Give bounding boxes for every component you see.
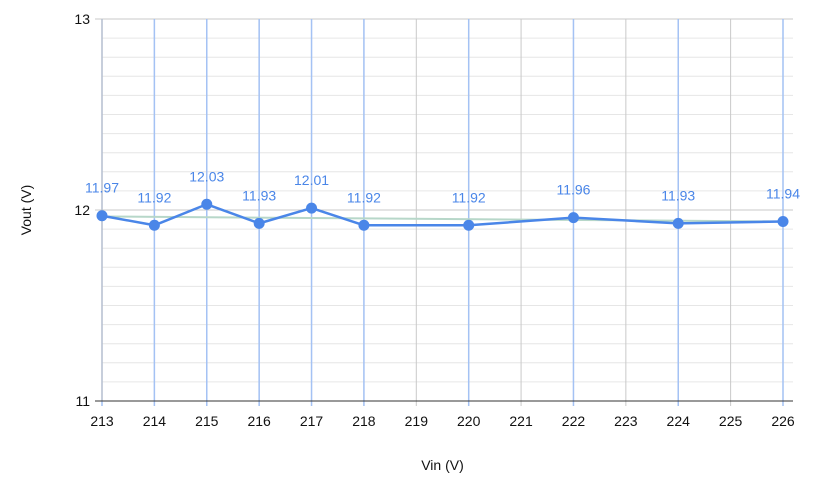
y-tick-label: 13 bbox=[74, 11, 90, 27]
data-point[interactable] bbox=[201, 198, 213, 210]
data-label: 12.03 bbox=[189, 168, 224, 184]
data-point[interactable] bbox=[358, 219, 370, 231]
x-tick-label: 224 bbox=[667, 413, 691, 429]
x-tick-label: 216 bbox=[247, 413, 271, 429]
x-tick-label: 218 bbox=[352, 413, 376, 429]
data-point[interactable] bbox=[463, 219, 475, 231]
x-tick-label: 223 bbox=[614, 413, 638, 429]
x-tick-label: 225 bbox=[719, 413, 743, 429]
data-point[interactable] bbox=[567, 212, 579, 224]
y-axis-title: Vout (V) bbox=[18, 185, 34, 236]
x-tick-label: 219 bbox=[405, 413, 429, 429]
x-tick-label: 215 bbox=[195, 413, 219, 429]
data-label: 11.92 bbox=[137, 189, 171, 205]
data-label: 11.96 bbox=[556, 182, 590, 198]
data-point[interactable] bbox=[672, 217, 684, 229]
y-tick-label: 11 bbox=[75, 393, 90, 409]
x-tick-label: 213 bbox=[90, 413, 114, 429]
data-label: 11.93 bbox=[242, 187, 276, 203]
data-point[interactable] bbox=[148, 219, 160, 231]
x-tick-label: 222 bbox=[562, 413, 586, 429]
trend-line bbox=[101, 215, 784, 223]
data-label: 11.97 bbox=[85, 180, 119, 196]
data-labels: 11.97 11.92 12.03 11.93 12.01 11.92 11.92 11.96… bbox=[85, 168, 800, 205]
y-tick-labels: 11 12 13 bbox=[74, 11, 90, 409]
data-label: 12.01 bbox=[294, 172, 329, 188]
data-point[interactable] bbox=[96, 210, 108, 222]
data-point[interactable] bbox=[777, 215, 789, 227]
data-label: 11.92 bbox=[347, 189, 381, 205]
x-tick-labels: 213 214 215 216 217 218 219 220 221 222 223 224 225 2… bbox=[90, 413, 795, 429]
data-points bbox=[96, 198, 789, 231]
x-tick-label: 221 bbox=[509, 413, 533, 429]
x-axis-title: Vin (V) bbox=[421, 457, 464, 473]
x-tick-label: 220 bbox=[457, 413, 481, 429]
x-tick-label: 217 bbox=[300, 413, 324, 429]
x-tick-label: 226 bbox=[771, 413, 795, 429]
series-line bbox=[101, 203, 784, 227]
y-tick-label: 12 bbox=[74, 202, 90, 218]
data-point[interactable] bbox=[306, 202, 318, 214]
data-label: 11.93 bbox=[661, 187, 695, 203]
x-tick-label: 214 bbox=[143, 413, 167, 429]
data-point[interactable] bbox=[253, 217, 265, 229]
data-label: 11.92 bbox=[452, 189, 486, 205]
data-vertical-lines bbox=[101, 19, 784, 406]
major-grid bbox=[95, 18, 793, 406]
data-label: 11.94 bbox=[766, 185, 800, 201]
